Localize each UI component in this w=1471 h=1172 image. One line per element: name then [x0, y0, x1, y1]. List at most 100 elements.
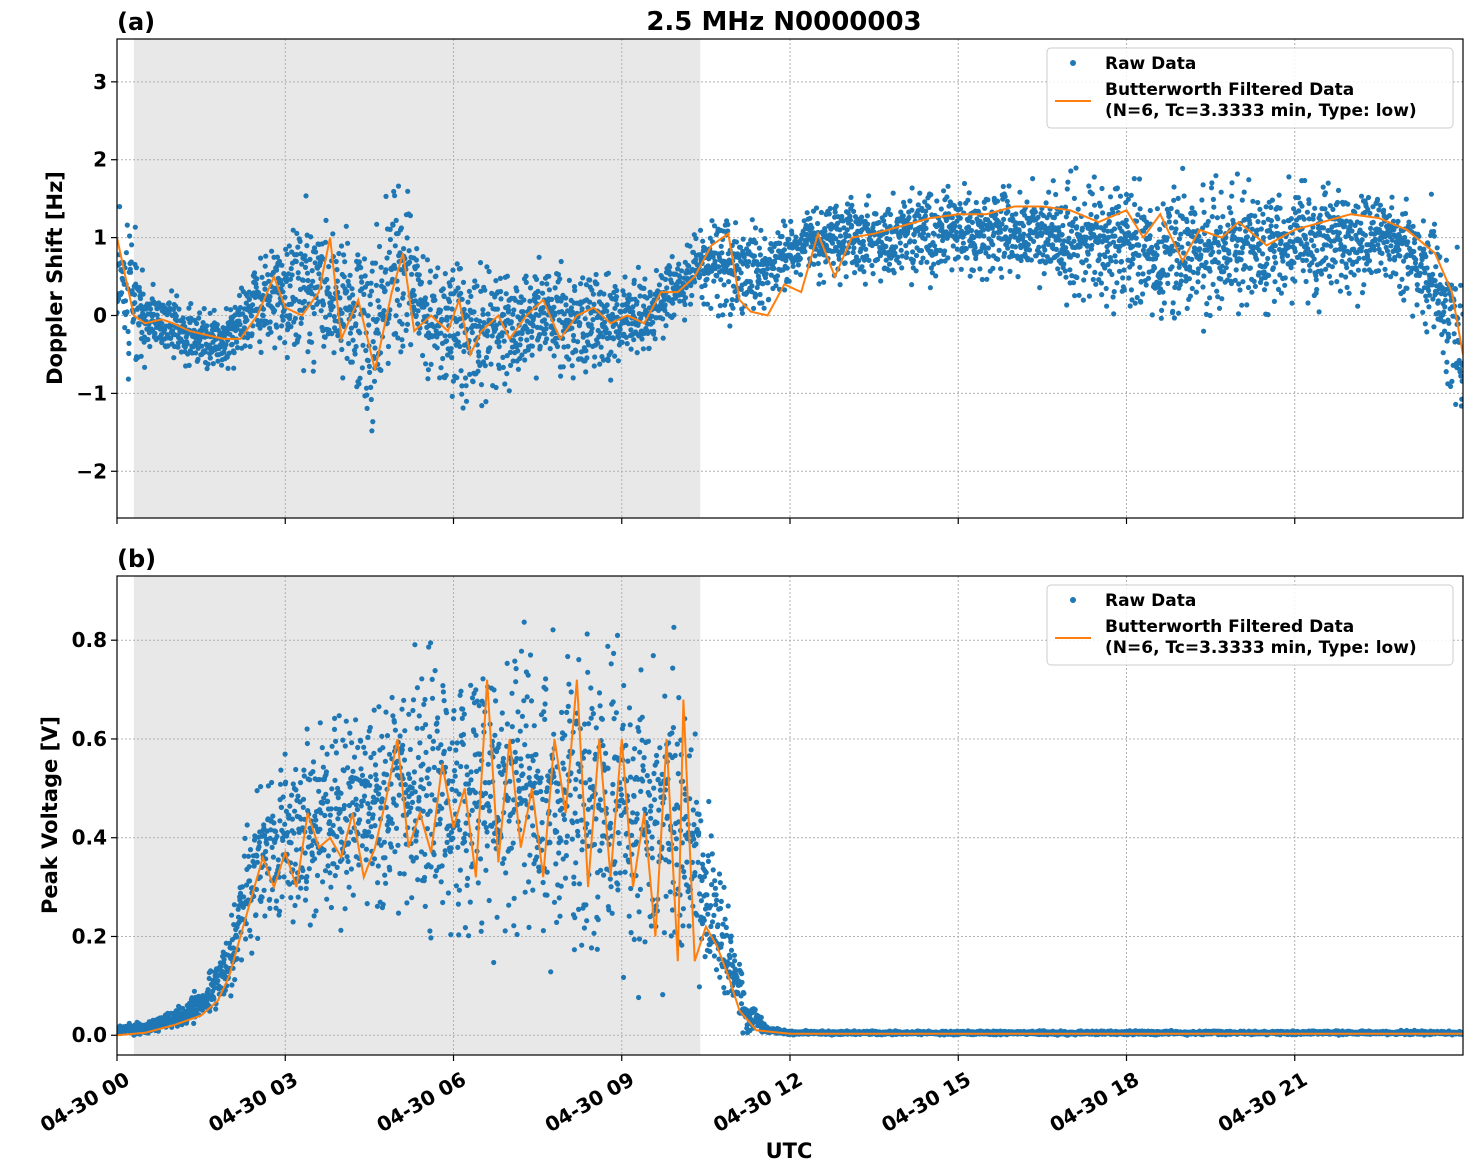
raw-data-point — [651, 328, 657, 334]
raw-data-point — [718, 277, 724, 283]
raw-data-point — [205, 987, 211, 993]
raw-data-point — [1291, 206, 1297, 212]
raw-data-point — [231, 350, 237, 356]
raw-data-point — [397, 250, 403, 256]
raw-data-point — [403, 327, 409, 333]
raw-data-point — [726, 279, 732, 285]
raw-data-point — [1185, 241, 1191, 247]
raw-data-point — [396, 302, 402, 308]
raw-data-point — [329, 786, 335, 792]
raw-data-point — [369, 268, 375, 274]
raw-data-point — [760, 281, 766, 287]
raw-data-point — [211, 307, 217, 313]
raw-data-point — [832, 209, 838, 215]
raw-data-point — [773, 277, 779, 283]
raw-data-point — [508, 319, 514, 325]
raw-data-point — [1065, 210, 1071, 216]
raw-data-point — [641, 303, 647, 309]
raw-data-point — [423, 361, 429, 367]
raw-data-point — [1126, 275, 1132, 281]
raw-data-point — [254, 276, 260, 282]
raw-data-point — [614, 287, 620, 294]
raw-data-point — [1424, 298, 1430, 304]
raw-data-point — [1214, 288, 1220, 294]
raw-data-point — [349, 359, 355, 365]
raw-data-point — [822, 228, 828, 234]
raw-data-point — [1118, 258, 1125, 265]
raw-data-point — [358, 274, 364, 280]
raw-data-point — [698, 252, 704, 258]
raw-data-point — [293, 296, 299, 302]
raw-data-point — [1376, 207, 1382, 213]
raw-data-point — [345, 840, 352, 846]
raw-data-point — [1080, 260, 1086, 266]
raw-data-point — [125, 376, 131, 382]
raw-data-point — [604, 302, 610, 308]
raw-data-point — [923, 208, 929, 214]
raw-data-point — [577, 320, 583, 326]
raw-data-point — [385, 281, 391, 287]
raw-data-point — [410, 287, 416, 293]
raw-data-point — [811, 261, 817, 267]
raw-data-point — [708, 305, 714, 311]
raw-data-point — [1127, 303, 1133, 309]
raw-data-point — [346, 282, 352, 288]
raw-data-point — [821, 279, 827, 285]
raw-data-point — [298, 315, 305, 321]
raw-data-point — [122, 325, 128, 331]
raw-data-point — [309, 291, 315, 297]
raw-data-point — [1017, 189, 1023, 195]
raw-data-point — [245, 853, 252, 859]
raw-data-point — [283, 278, 289, 284]
raw-data-point — [1172, 284, 1178, 290]
raw-data-point — [1396, 247, 1402, 253]
raw-data-point — [1344, 284, 1350, 290]
raw-data-point — [768, 241, 774, 247]
raw-data-point — [781, 247, 788, 253]
raw-data-point — [714, 273, 720, 279]
raw-data-point — [1459, 396, 1463, 402]
raw-data-point — [1016, 228, 1022, 234]
raw-data-point — [1244, 234, 1250, 240]
raw-data-point — [505, 304, 511, 310]
raw-data-point — [1192, 211, 1198, 217]
raw-data-point — [827, 205, 833, 212]
raw-data-point — [1170, 300, 1176, 306]
raw-data-point — [697, 227, 704, 233]
raw-data-point — [381, 308, 387, 314]
raw-data-point — [132, 300, 138, 306]
raw-data-point — [1300, 268, 1306, 274]
raw-data-point — [128, 259, 134, 265]
raw-data-point — [372, 345, 378, 351]
raw-data-point — [1457, 303, 1463, 309]
raw-data-point — [1208, 245, 1214, 251]
raw-data-point — [246, 289, 252, 295]
raw-data-point — [139, 267, 145, 273]
raw-data-point — [1170, 308, 1176, 314]
raw-data-point — [359, 365, 365, 371]
y-tick-label: 2 — [93, 148, 107, 172]
raw-data-point — [1328, 243, 1334, 249]
raw-data-point — [1414, 282, 1420, 288]
raw-data-point — [910, 249, 916, 255]
raw-data-point — [485, 328, 491, 334]
raw-data-point — [279, 262, 285, 268]
raw-data-point — [441, 293, 447, 300]
raw-data-point — [603, 326, 609, 332]
raw-data-point — [682, 317, 688, 323]
raw-data-point — [337, 295, 343, 301]
raw-data-point — [353, 321, 359, 327]
raw-data-point — [277, 908, 283, 914]
raw-data-point — [1071, 195, 1077, 201]
raw-data-point — [613, 294, 620, 300]
raw-data-point — [1216, 305, 1223, 311]
raw-data-point — [712, 258, 718, 264]
raw-data-point — [254, 853, 260, 859]
raw-data-point — [1005, 245, 1011, 251]
raw-data-point — [357, 375, 363, 381]
raw-data-point — [1268, 204, 1274, 211]
raw-data-point — [271, 820, 277, 826]
raw-data-point — [405, 188, 411, 194]
raw-data-point — [369, 428, 375, 434]
